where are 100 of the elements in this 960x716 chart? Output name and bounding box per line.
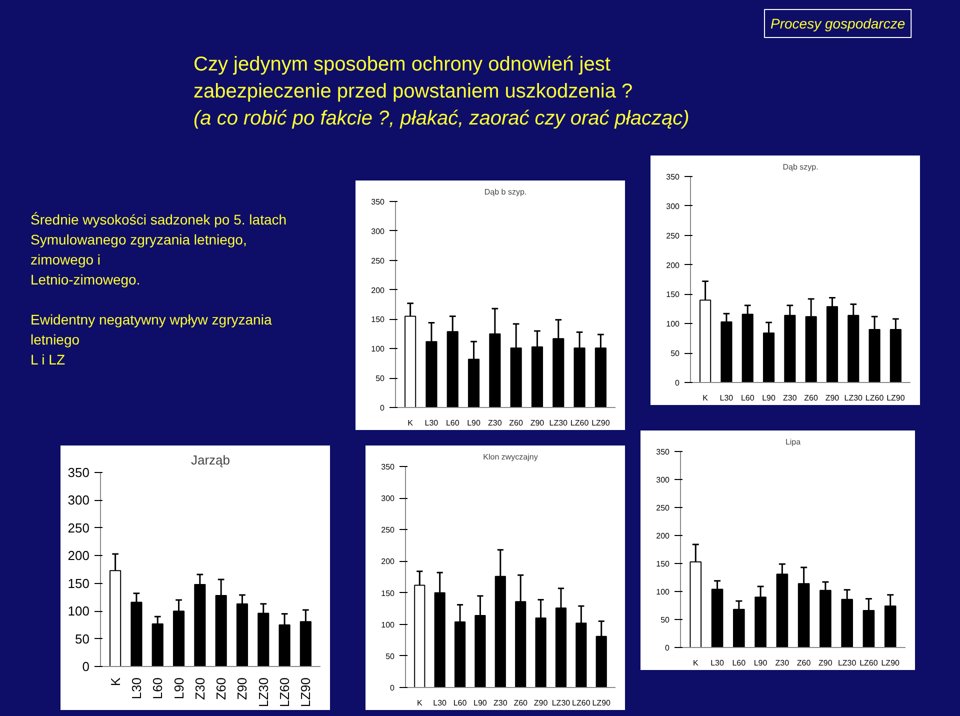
x-tick-label: L90: [754, 658, 768, 668]
x-tick-label: Z60: [514, 698, 528, 708]
y-tick-label: 200: [656, 532, 670, 540]
chart-title: Klon zwyczajny: [483, 452, 538, 462]
x-tick-label: K: [108, 677, 123, 686]
y-tick-label: 0: [675, 378, 680, 388]
y-tick-label: 300: [656, 476, 670, 484]
x-tick-label: L30: [128, 677, 144, 700]
y-tick-label: 0: [390, 684, 396, 692]
y-tick-label: 200: [371, 286, 386, 295]
y-tick-label: 350: [656, 448, 670, 456]
x-tick-label: LZ30: [256, 677, 271, 708]
x-tick-label: LZ30: [844, 394, 864, 402]
x-tick-label: Z90: [530, 418, 545, 428]
x-tick-label: Z60: [796, 658, 812, 668]
x-tick-label: LZ90: [881, 658, 900, 668]
x-tick-label: LZ60: [277, 677, 292, 708]
x-tick-label: Z60: [509, 418, 524, 428]
text: Ewidentny negatywny wpływ zgryzania: [30, 312, 272, 328]
y-tick-label: 100: [666, 320, 680, 329]
y-tick-label: 250: [656, 504, 670, 512]
x-tick-label: LZ90: [886, 394, 906, 402]
x-tick-label: K: [692, 658, 699, 668]
x-tick-label: L90: [467, 418, 481, 428]
chart-title: Jarząb: [190, 452, 230, 468]
text: Czy jedynym sposobem ochrony odnowień jest zabezpieczenie przed powstaniem uszkodzenia ?: [194, 54, 633, 102]
x-tick-label: LZ60: [860, 658, 878, 668]
x-tick-label: L90: [762, 394, 776, 402]
y-tick-label: 50: [670, 349, 680, 358]
text: Procesy gospodarcze: [770, 16, 906, 32]
x-tick-label: LZ60: [570, 418, 590, 428]
y-tick-label: 350: [68, 465, 90, 480]
y-tick-label: 350: [381, 462, 396, 472]
x-tick-label: Z30: [783, 394, 798, 402]
text: L i LZ: [30, 352, 66, 368]
y-tick-label: 300: [666, 202, 680, 211]
y-tick-label: 150: [381, 588, 396, 598]
x-tick-label: K: [702, 394, 709, 402]
y-tick-label: 150: [656, 560, 670, 568]
y-tick-label: 150: [371, 315, 386, 324]
x-tick-label: Z30: [494, 698, 508, 708]
y-tick-label: 150: [666, 290, 680, 300]
text: zimowego i: [30, 252, 101, 268]
x-tick-label: Z60: [214, 677, 229, 700]
y-tick-label: 200: [68, 548, 90, 564]
y-tick-label: 200: [666, 260, 680, 270]
x-tick-label: Z90: [534, 698, 548, 708]
x-tick-label: L30: [424, 418, 439, 428]
x-tick-label: K: [416, 698, 423, 708]
x-tick-label: LZ90: [592, 418, 610, 428]
x-tick-label: L60: [453, 698, 468, 708]
x-tick-label: Z90: [234, 677, 250, 700]
y-tick-label: 100: [68, 604, 90, 619]
x-tick-label: LZ30: [838, 658, 857, 668]
text: letniego: [30, 332, 80, 348]
x-tick-label: L30: [710, 658, 725, 668]
x-tick-label: L90: [474, 698, 488, 708]
x-tick-label: LZ90: [592, 698, 612, 708]
y-tick-label: 300: [68, 492, 90, 508]
x-tick-label: Z30: [775, 658, 790, 668]
x-tick-label: Z30: [488, 418, 502, 428]
text: Symulowanego zgryzania letniego,: [30, 232, 247, 248]
x-tick-label: L30: [433, 698, 448, 708]
x-tick-label: L60: [150, 677, 166, 700]
y-tick-label: 50: [376, 374, 386, 384]
x-tick-label: LZ90: [298, 677, 314, 708]
x-tick-label: LZ60: [572, 698, 591, 708]
text: (a co robić po fakcie ?, płakać, zaorać czy orać płacząc): [194, 108, 690, 130]
y-tick-label: 150: [68, 576, 90, 591]
x-tick-label: LZ60: [865, 394, 884, 402]
text: Letnio-zimowego.: [30, 272, 140, 288]
y-tick-label: 250: [381, 526, 396, 535]
y-tick-label: 350: [666, 172, 680, 182]
y-tick-label: 100: [371, 344, 386, 354]
x-tick-label: Z30: [192, 677, 208, 700]
y-tick-label: 0: [82, 659, 90, 674]
x-tick-label: L90: [171, 677, 186, 700]
y-tick-label: 350: [371, 198, 386, 206]
y-tick-label: 250: [666, 231, 680, 240]
y-tick-label: 0: [380, 404, 386, 412]
x-tick-label: K: [408, 418, 414, 428]
chart-title: Lipa: [785, 438, 802, 446]
x-tick-label: L60: [446, 418, 460, 428]
y-tick-label: 300: [381, 494, 396, 504]
x-tick-label: L60: [732, 658, 746, 668]
x-tick-label: LZ30: [552, 698, 571, 708]
y-tick-label: 50: [386, 652, 396, 661]
y-tick-label: 250: [371, 256, 386, 266]
chart-title: Dąb szyp.: [782, 162, 818, 172]
x-tick-label: L60: [740, 394, 755, 402]
x-tick-label: L30: [720, 394, 734, 402]
x-tick-label: LZ30: [549, 418, 568, 428]
y-tick-label: 200: [381, 557, 396, 566]
x-tick-label: Z90: [825, 394, 840, 402]
text: Średnie wysokości sadzonek po 5. latach: [30, 212, 287, 228]
x-tick-label: Z60: [804, 394, 819, 402]
y-tick-label: 0: [665, 644, 670, 652]
y-tick-label: 50: [660, 616, 670, 624]
y-tick-label: 100: [656, 588, 670, 596]
x-tick-label: Z90: [818, 658, 833, 668]
